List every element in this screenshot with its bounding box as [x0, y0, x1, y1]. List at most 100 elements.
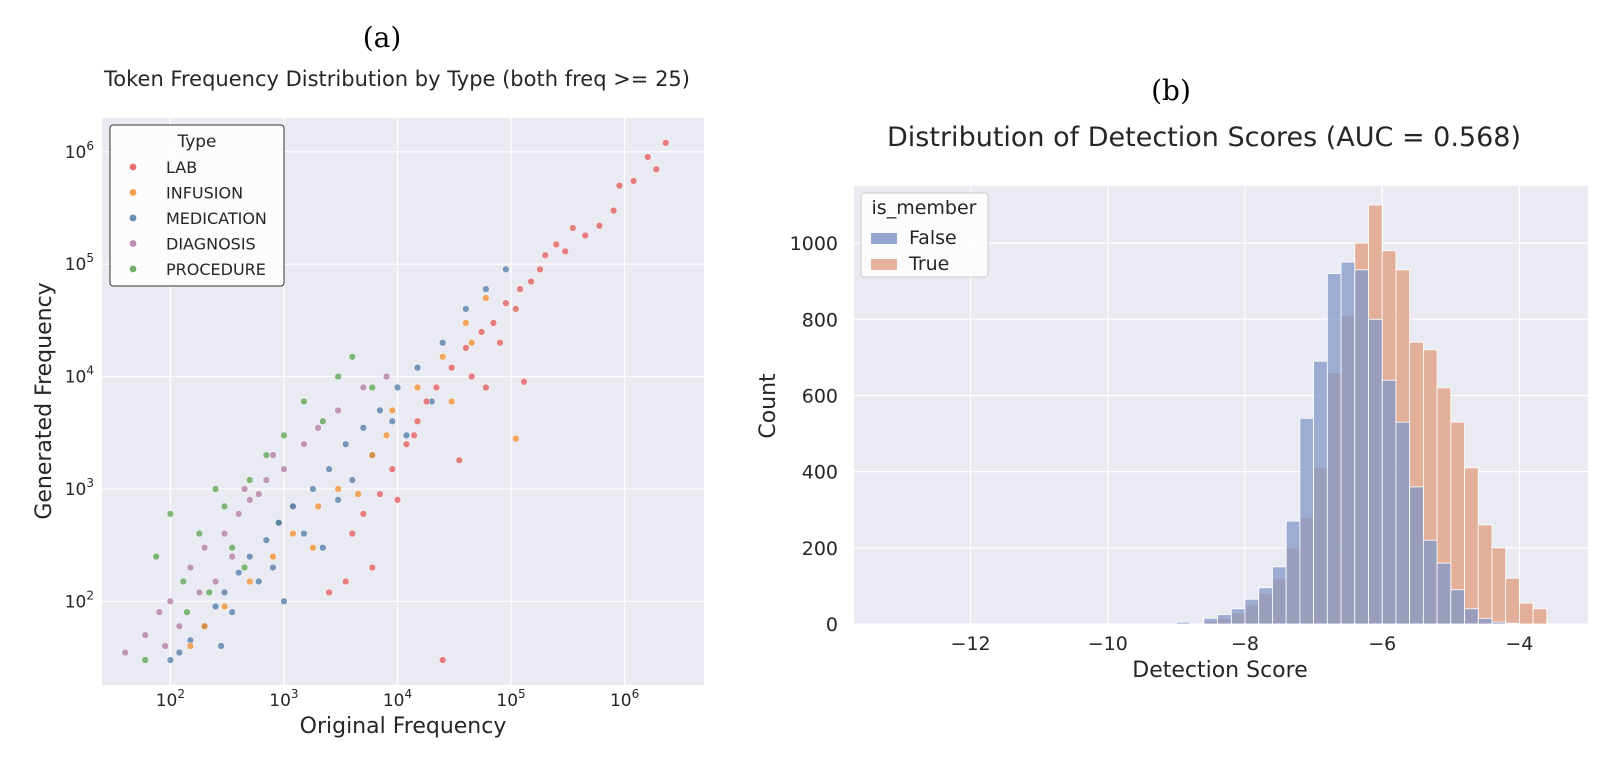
- scatter-point: [246, 577, 254, 586]
- scatter-point: [348, 530, 356, 538]
- scatter-point: [382, 372, 391, 381]
- scatter-point: [211, 602, 220, 611]
- histogram-bar: [1381, 379, 1397, 625]
- scatter-point: [644, 153, 652, 161]
- histogram-y-tick-label: 800: [802, 309, 838, 331]
- histogram-legend-label: True: [908, 253, 949, 275]
- histogram-bar: [1477, 617, 1493, 625]
- histogram-y-tick-label: 600: [802, 385, 838, 407]
- scatter-point: [161, 642, 169, 650]
- histogram-x-axis-label: Detection Score: [1132, 658, 1307, 683]
- histogram-bar: [1464, 608, 1479, 625]
- scatter-point: [211, 485, 220, 493]
- scatter-point: [205, 588, 213, 597]
- scatter-point: [422, 397, 431, 406]
- scatter-point: [541, 251, 549, 259]
- scatter-y-ticks: 102 103 104 105 106: [65, 139, 94, 612]
- panel-label-a: (a): [363, 21, 402, 54]
- scatter-legend-box: [109, 124, 285, 287]
- histogram-bar: [1217, 614, 1232, 625]
- scatter-point: [482, 383, 490, 392]
- scatter-point: [319, 544, 327, 552]
- scatter-point: [262, 536, 270, 544]
- scatter-point: [300, 440, 308, 448]
- histogram-bar: [1340, 261, 1356, 625]
- scatter-point: [376, 406, 384, 415]
- histogram-x-ticks: −12 −10 −8 −6 −4: [951, 633, 1534, 655]
- scatter-point: [246, 496, 254, 504]
- scatter-point: [393, 383, 402, 392]
- scatter-point: [468, 339, 476, 347]
- scatter-point: [455, 456, 463, 464]
- histogram-legend-title: is_member: [872, 197, 977, 219]
- scatter-point: [615, 182, 624, 190]
- scatter-point: [581, 231, 589, 240]
- scatter-point: [325, 588, 333, 597]
- scatter-point: [342, 577, 350, 586]
- scatter-legend-marker: [129, 163, 137, 171]
- scatter-point: [402, 440, 411, 448]
- scatter-point: [462, 305, 470, 313]
- panel-a: (a) Token Frequency Distribution by Type…: [32, 21, 704, 739]
- histogram-bar: [1313, 360, 1328, 625]
- histogram-bar: [1422, 539, 1438, 625]
- scatter-point: [382, 431, 391, 439]
- histogram-y-tick-label: 0: [826, 614, 838, 636]
- scatter-point: [516, 285, 524, 293]
- histogram-bar: [1464, 467, 1479, 625]
- scatter-point: [280, 431, 288, 439]
- histogram-bar: [1203, 617, 1218, 625]
- scatter-point: [220, 530, 229, 538]
- histogram-bar: [1395, 421, 1411, 625]
- histogram-bar: [1326, 273, 1342, 625]
- histogram-x-tick-label: −4: [1505, 633, 1533, 655]
- scatter-point: [280, 597, 288, 605]
- scatter-point: [269, 451, 277, 459]
- scatter-point: [275, 519, 283, 527]
- histogram-bar: [1436, 562, 1452, 625]
- histogram-bar: [1519, 602, 1534, 625]
- scatter-point: [175, 648, 184, 657]
- scatter-point: [388, 406, 396, 415]
- histogram-bar: [1258, 587, 1273, 625]
- histogram-bar: [1368, 318, 1383, 625]
- scatter-point: [368, 451, 376, 459]
- histogram-bar: [1176, 621, 1191, 625]
- scatter-point: [240, 485, 249, 493]
- scatter-point: [552, 240, 560, 249]
- scatter-point: [489, 319, 498, 327]
- scatter-point: [609, 206, 618, 215]
- scatter-y-axis-label: Generated Frequency: [32, 282, 57, 519]
- histogram-bar: [1409, 486, 1424, 625]
- scatter-y-tick-label: 103: [65, 476, 94, 500]
- scatter-point: [448, 397, 456, 406]
- scatter-point: [376, 490, 384, 498]
- histogram-bars: [1176, 204, 1548, 625]
- panel-b: (b) Distribution of Detection Scores (AU…: [756, 74, 1588, 683]
- scatter-point: [413, 364, 422, 372]
- scatter-point: [569, 224, 577, 232]
- scatter-point: [448, 364, 456, 372]
- scatter-point: [152, 552, 160, 561]
- scatter-point: [561, 247, 569, 256]
- histogram-y-tick-label: 1000: [790, 233, 838, 255]
- scatter-point: [269, 552, 277, 561]
- histogram-bar: [1285, 520, 1301, 625]
- scatter-point: [319, 417, 327, 425]
- scatter-point: [246, 476, 254, 484]
- scatter-legend-label: DIAGNOSIS: [166, 235, 256, 254]
- scatter-point: [439, 353, 447, 361]
- scatter-point: [166, 656, 175, 664]
- histogram-bar: [1354, 269, 1369, 625]
- scatter-y-tick-label: 104: [65, 364, 94, 388]
- scatter-point: [289, 502, 297, 510]
- scatter-point: [309, 544, 317, 552]
- scatter-point: [217, 642, 225, 650]
- scatter-point: [186, 642, 195, 650]
- scatter-point: [595, 222, 604, 230]
- scatter-point: [175, 622, 184, 630]
- scatter-point: [141, 656, 149, 664]
- scatter-point: [314, 424, 322, 432]
- histogram-legend-items: False True: [871, 227, 957, 275]
